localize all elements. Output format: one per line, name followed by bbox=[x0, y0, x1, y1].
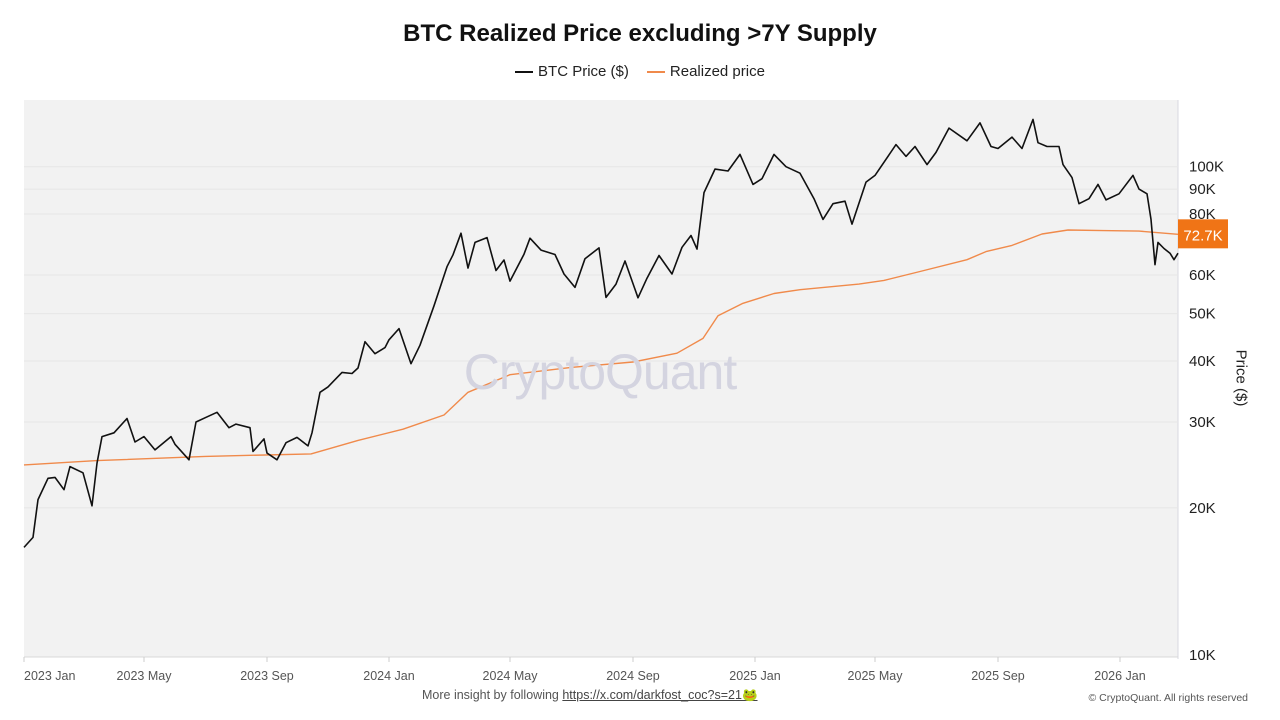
x-tick-label: 2024 May bbox=[483, 669, 539, 683]
y-tick-label: 60K bbox=[1189, 267, 1216, 284]
y-tick-label: 90K bbox=[1189, 181, 1216, 198]
legend-swatch-btc bbox=[515, 70, 534, 73]
footer: More insight by following https://x.com/… bbox=[422, 688, 758, 703]
footer-link[interactable]: https://x.com/darkfost_coc?s=21🐸 bbox=[562, 688, 758, 702]
x-tick-label: 2023 May bbox=[117, 669, 173, 683]
y-tick-label: 30K bbox=[1189, 414, 1216, 431]
y-tick-label: 100K bbox=[1189, 159, 1224, 176]
x-tick-label: 2026 Jan bbox=[1094, 669, 1145, 683]
x-tick-label: 2023 Jan bbox=[24, 669, 75, 683]
x-tick-label: 2023 Sep bbox=[240, 669, 294, 683]
legend: BTC Price ($) Realized price bbox=[0, 63, 1280, 80]
x-tick-label: 2025 Sep bbox=[971, 669, 1025, 683]
legend-item-btc-price[interactable]: BTC Price ($) bbox=[515, 63, 629, 80]
x-tick-label: 2024 Sep bbox=[606, 669, 660, 683]
chart-title: BTC Realized Price excluding >7Y Supply bbox=[403, 20, 877, 47]
legend-swatch-realized bbox=[646, 70, 665, 73]
y-tick-label: 10K bbox=[1189, 647, 1216, 664]
last-value-label: 72.7K bbox=[1183, 227, 1222, 244]
legend-label-btc: BTC Price ($) bbox=[538, 63, 629, 80]
x-tick-label: 2025 May bbox=[848, 669, 904, 683]
last-value-badge bbox=[1178, 219, 1228, 249]
plot-area bbox=[24, 100, 1178, 657]
y-tick-label: 80K bbox=[1189, 206, 1216, 223]
y-tick-label: 50K bbox=[1189, 306, 1216, 323]
copyright: © CryptoQuant. All rights reserved bbox=[1088, 692, 1248, 704]
btc-price-line bbox=[23, 118, 1179, 548]
legend-item-realized-price[interactable]: Realized price bbox=[646, 63, 765, 80]
legend-label-realized: Realized price bbox=[669, 63, 765, 80]
realized-price-line bbox=[23, 229, 1179, 466]
footer-text: More insight by following bbox=[422, 688, 559, 702]
x-tick-label: 2024 Jan bbox=[363, 669, 414, 683]
y-tick-label: 40K bbox=[1189, 353, 1216, 370]
y-tick-label: 20K bbox=[1189, 500, 1216, 517]
x-tick-label: 2025 Jan bbox=[729, 669, 780, 683]
